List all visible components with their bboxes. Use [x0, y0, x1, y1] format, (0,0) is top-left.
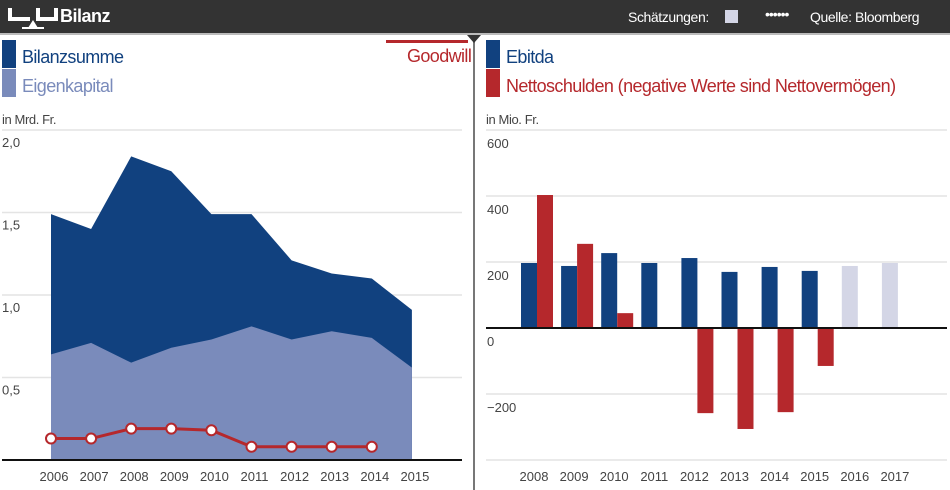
bar-nettoschulden [537, 195, 553, 328]
goodwill-point [165, 422, 178, 435]
bar-ebitda [521, 262, 537, 328]
y-tick-label: 0 [487, 334, 494, 349]
x-tick-label: 2006 [40, 469, 69, 484]
bar-ebitda [881, 262, 898, 328]
x-tick-label: 2015 [800, 469, 829, 484]
bar-ebitda [841, 265, 858, 328]
area-eigenkapital [51, 326, 412, 460]
goodwill-point [85, 432, 98, 445]
bar-nettoschulden [617, 313, 634, 328]
x-tick-label: 2009 [160, 469, 189, 484]
x-tick-label: 2014 [760, 469, 789, 484]
goodwill-point [325, 440, 338, 453]
legend-label: Ebitda [506, 47, 554, 67]
goodwill-point [45, 432, 57, 445]
legend-goodwill-line [386, 40, 468, 43]
x-tick-label: 2013 [320, 469, 349, 484]
balance-scale-icon [8, 8, 58, 29]
legend-label: Goodwill [407, 46, 472, 66]
bar-ebitda [601, 253, 618, 328]
legend-swatch [2, 40, 16, 68]
legend-eigenkapital: Eigenkapital [2, 69, 113, 97]
x-tick-label: 2010 [600, 469, 629, 484]
legend-bilanzsumme: Bilanzsumme [2, 40, 124, 68]
y-tick-label: 400 [487, 202, 509, 217]
legend-label: Bilanzsumme [22, 47, 124, 67]
bar-nettoschulden [817, 328, 834, 366]
divider-notch [467, 35, 481, 43]
bar-nettoschulden [577, 243, 594, 328]
legend-swatch [2, 69, 16, 97]
goodwill-point [125, 422, 138, 435]
x-tick-label: 2014 [360, 469, 389, 484]
goodwill-point [205, 424, 218, 437]
goodwill-point [245, 440, 258, 453]
x-tick-label: 2010 [200, 469, 229, 484]
bar-ebitda [761, 266, 778, 328]
y-tick-label: 1,5 [2, 218, 20, 233]
y-tick-label: 600 [487, 136, 509, 151]
dots: •••••• [765, 6, 789, 22]
y-tick-label: −200 [487, 400, 516, 415]
estimate-swatch [725, 10, 738, 23]
x-tick-label: 2009 [560, 469, 589, 484]
y-tick-label: 1,0 [2, 300, 20, 315]
bar-nettoschulden [777, 328, 794, 413]
x-tick-label: 2008 [120, 469, 149, 484]
legend-swatch [486, 69, 500, 97]
right-unit-label: in Mio. Fr. [486, 112, 539, 127]
left-unit-label: in Mrd. Fr. [2, 112, 57, 127]
page-title: Bilanz [60, 6, 111, 26]
x-tick-label: 2017 [880, 469, 909, 484]
bar-ebitda [681, 258, 698, 328]
legend-label: Eigenkapital [22, 76, 113, 96]
x-tick-label: 2008 [520, 469, 549, 484]
goodwill-point [285, 440, 298, 453]
goodwill-point [365, 440, 378, 453]
y-tick-label: 200 [487, 268, 509, 283]
bar-nettoschulden [737, 328, 754, 429]
x-tick-label: 2015 [400, 469, 429, 484]
bar-nettoschulden [697, 328, 714, 414]
x-tick-label: 2011 [640, 469, 668, 484]
x-tick-label: 2011 [241, 469, 269, 484]
bar-ebitda [801, 270, 818, 328]
x-tick-label: 2007 [80, 469, 109, 484]
source-label: Quelle: Bloomberg [810, 9, 920, 25]
y-tick-label: 0,5 [2, 383, 20, 398]
bar-ebitda [641, 262, 658, 328]
x-tick-label: 2016 [840, 469, 869, 484]
bar-ebitda [721, 271, 738, 328]
header-bar: Bilanz Schätzungen: •••••• Quelle: Bloom… [0, 0, 950, 35]
legend-label: Nettoschulden (negative Werte sind Netto… [506, 76, 896, 96]
x-tick-label: 2012 [680, 469, 709, 484]
y-tick-label: 2,0 [2, 135, 20, 150]
legend-swatch [486, 40, 500, 68]
legend-ebitda: Ebitda [486, 40, 554, 68]
x-tick-label: 2012 [280, 469, 309, 484]
legend-nettoschulden: Nettoschulden (negative Werte sind Netto… [486, 69, 896, 97]
estimates-label: Schätzungen: [628, 9, 709, 25]
panel-divider [473, 35, 475, 490]
legend-goodwill: Goodwill [407, 46, 472, 67]
bar-ebitda [561, 265, 578, 328]
x-tick-label: 2013 [720, 469, 749, 484]
